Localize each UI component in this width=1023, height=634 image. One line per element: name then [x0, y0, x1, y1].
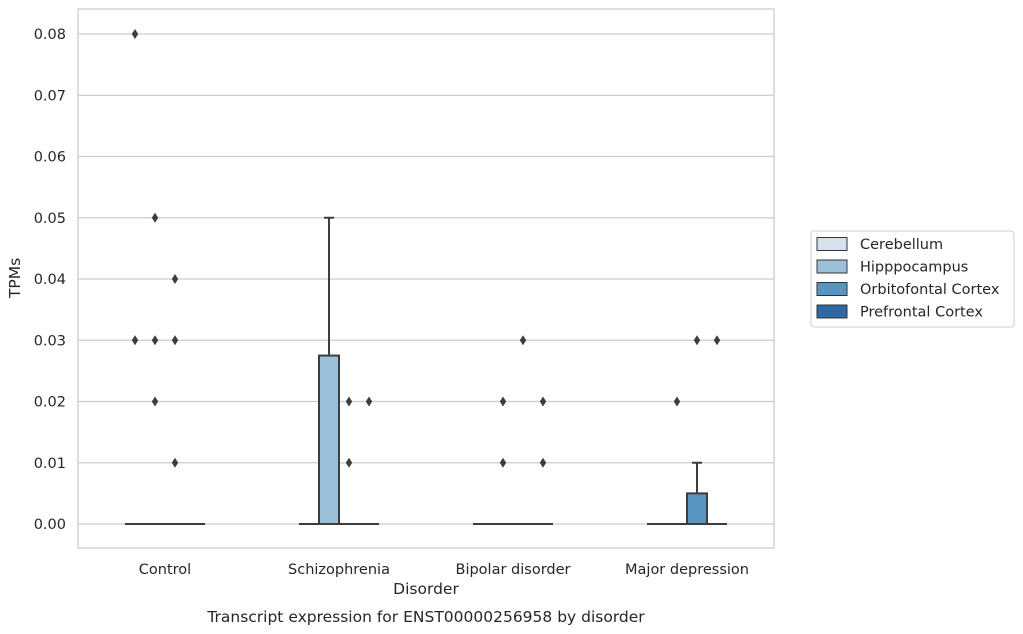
outlier-point	[345, 457, 353, 468]
plot-frame	[77, 8, 775, 549]
outlier-point	[345, 396, 353, 407]
legend-swatch	[816, 304, 848, 319]
box-group	[513, 335, 533, 525]
box	[318, 354, 340, 525]
box-group	[165, 274, 185, 525]
y-tick-label: 0.06	[34, 150, 66, 166]
box-group	[533, 396, 553, 525]
outlier-point	[151, 396, 159, 407]
y-tick-label: 0.07	[34, 88, 66, 104]
box-group	[339, 396, 359, 525]
x-tick-label: Bipolar disorder	[456, 562, 571, 578]
x-tick-label: Schizophrenia	[288, 562, 390, 578]
legend-label: Hipppocampus	[860, 260, 968, 276]
legend-frame	[810, 230, 1015, 328]
legend-swatch	[816, 259, 848, 274]
legend-label: Prefrontal Cortex	[860, 305, 983, 321]
outlier-point	[171, 335, 179, 346]
outlier-point	[673, 396, 681, 407]
outlier-point	[131, 335, 139, 346]
box-marks	[125, 29, 727, 525]
y-tick-label: 0.04	[34, 272, 66, 288]
box-group	[686, 335, 708, 525]
y-tick-labels: 0.00 0.01 0.02 0.03 0.04 0.05 0.06 0.07 0.08	[34, 27, 66, 533]
box-group	[359, 396, 379, 525]
outlier-point	[499, 457, 507, 468]
outlier-point	[519, 335, 527, 346]
y-tick-label: 0.02	[34, 395, 66, 411]
y-tick-label: 0.01	[34, 456, 66, 472]
box-group	[145, 212, 165, 525]
x-tick-label: Control	[139, 562, 191, 578]
outlier-point	[131, 29, 139, 39]
box	[686, 492, 708, 525]
box-group	[318, 216, 340, 525]
y-tick-label: 0.00	[34, 517, 66, 533]
legend-swatch	[816, 237, 848, 251]
legend: Cerebellum Hipppocampus Orbitofontal Corte…	[810, 230, 1015, 328]
y-axis-title: TPMs	[6, 258, 24, 299]
legend-swatch	[816, 282, 848, 296]
box-group	[707, 335, 727, 525]
y-tick-label: 0.03	[34, 333, 66, 349]
outlier-point	[539, 457, 547, 468]
legend-label: Orbitofontal Cortex	[860, 282, 1000, 298]
box-group	[493, 396, 513, 525]
outlier-point	[151, 335, 159, 346]
x-tick-label: Major depression	[625, 562, 749, 578]
outlier-point	[539, 396, 547, 407]
outlier-point	[499, 396, 507, 407]
y-tick-label: 0.08	[34, 27, 66, 43]
outlier-point	[171, 457, 179, 468]
box-group	[667, 396, 687, 525]
outlier-point	[151, 212, 159, 223]
chart-caption: Transcript expression for ENST0000025695…	[206, 608, 645, 626]
outlier-point	[365, 396, 373, 407]
x-tick-labels: Control Schizophrenia Bipolar disorder Majo…	[139, 562, 749, 578]
box-group	[125, 29, 145, 525]
outlier-point	[171, 274, 179, 284]
outlier-point	[713, 335, 721, 346]
legend-label: Cerebellum	[860, 237, 943, 253]
outlier-point	[693, 335, 701, 346]
y-tick-label: 0.05	[34, 211, 66, 227]
x-axis-title: Disorder	[393, 580, 459, 598]
